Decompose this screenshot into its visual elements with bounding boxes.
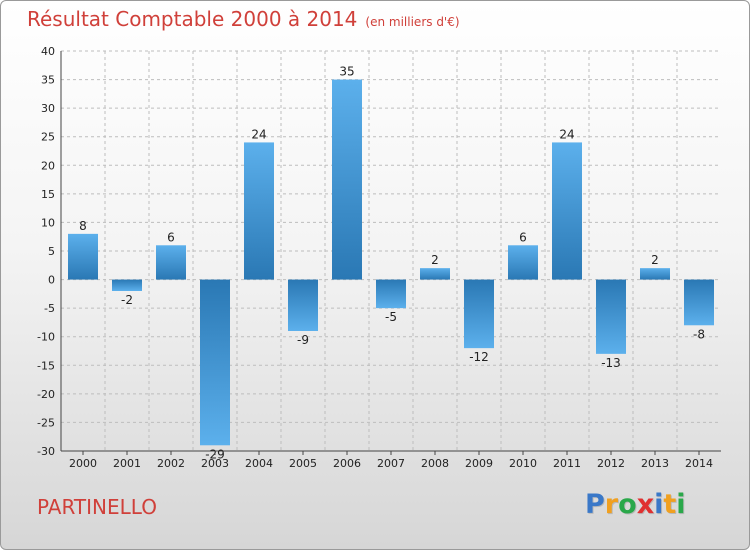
logo-letter: t xyxy=(663,489,677,520)
chart-title-main: Résultat Comptable 2000 à 2014 xyxy=(27,7,358,31)
data-label: -2 xyxy=(121,293,133,307)
bar xyxy=(112,279,142,291)
y-tick-label: 35 xyxy=(41,74,55,87)
x-tick-label: 2011 xyxy=(553,457,581,470)
data-label: -9 xyxy=(297,333,309,347)
data-label: -5 xyxy=(385,310,397,324)
x-tick-label: 2012 xyxy=(597,457,625,470)
y-tick-label: 15 xyxy=(41,188,55,201)
commune-name: PARTINELLO xyxy=(37,495,157,519)
data-label: 35 xyxy=(339,65,354,79)
bar xyxy=(640,268,670,280)
y-tick-label: -25 xyxy=(37,416,55,429)
data-label: 24 xyxy=(251,127,266,141)
x-tick-label: 2001 xyxy=(113,457,141,470)
x-tick-label: 2003 xyxy=(201,457,229,470)
proxiti-logo: Proxiti xyxy=(585,489,686,520)
logo-letter: o xyxy=(618,489,637,520)
logo-letter: r xyxy=(604,489,619,520)
bar xyxy=(244,142,274,280)
data-label: 8 xyxy=(79,219,87,233)
bar xyxy=(684,279,714,326)
y-tick-label: 0 xyxy=(48,274,55,287)
x-tick-label: 2002 xyxy=(157,457,185,470)
bar xyxy=(596,279,626,354)
bar xyxy=(200,279,230,446)
data-label: -8 xyxy=(693,327,705,341)
x-tick-label: 2005 xyxy=(289,457,317,470)
y-tick-label: -5 xyxy=(44,302,55,315)
bar xyxy=(552,142,582,280)
y-tick-label: -30 xyxy=(37,445,55,458)
bar xyxy=(68,233,98,280)
data-label: 6 xyxy=(167,230,175,244)
bar xyxy=(288,279,318,331)
logo-letter: i xyxy=(654,489,664,520)
x-tick-label: 2009 xyxy=(465,457,493,470)
chart-title-unit: (en milliers d'€) xyxy=(365,15,460,29)
logo-letter: i xyxy=(676,489,686,520)
data-label: 6 xyxy=(519,230,527,244)
x-tick-label: 2008 xyxy=(421,457,449,470)
data-label: -12 xyxy=(469,350,489,364)
data-label: -13 xyxy=(601,356,621,370)
x-tick-label: 2013 xyxy=(641,457,669,470)
bar xyxy=(464,279,494,349)
bar xyxy=(332,79,362,280)
y-tick-label: 20 xyxy=(41,159,55,172)
y-tick-label: 25 xyxy=(41,131,55,144)
data-label: 2 xyxy=(431,253,439,267)
x-tick-label: 2006 xyxy=(333,457,361,470)
bar xyxy=(156,245,186,280)
data-label: 24 xyxy=(559,127,574,141)
chart-title: Résultat Comptable 2000 à 2014 (en millie… xyxy=(27,7,460,31)
y-tick-label: 5 xyxy=(48,245,55,258)
y-tick-label: 10 xyxy=(41,216,55,229)
bar xyxy=(508,245,538,280)
x-tick-label: 2014 xyxy=(685,457,713,470)
bar xyxy=(376,279,406,309)
logo-letter: x xyxy=(636,489,655,520)
x-tick-label: 2000 xyxy=(69,457,97,470)
data-label: 2 xyxy=(651,253,659,267)
y-tick-label: -20 xyxy=(37,388,55,401)
x-tick-label: 2004 xyxy=(245,457,273,470)
y-tick-label: 30 xyxy=(41,102,55,115)
y-tick-label: 40 xyxy=(41,45,55,58)
x-tick-label: 2007 xyxy=(377,457,405,470)
y-tick-label: -10 xyxy=(37,331,55,344)
logo-letter: P xyxy=(585,489,605,520)
x-tick-label: 2010 xyxy=(509,457,537,470)
y-tick-label: -15 xyxy=(37,359,55,372)
bar xyxy=(420,268,450,280)
